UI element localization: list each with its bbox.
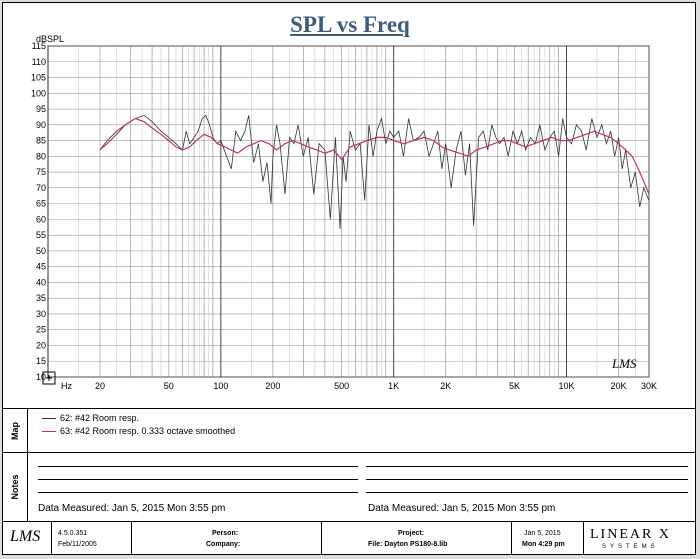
- note-line-left-1[interactable]: [38, 466, 358, 467]
- footer-version: 4.5.0.351: [58, 530, 88, 537]
- spl-plot: 115 110 105 100 95 90 85 80 75 70 65 60 55 50 45 40 35 30…: [31, 34, 657, 391]
- y-tick-label: 15: [36, 356, 46, 366]
- legend-entry-1[interactable]: 62: #42 Room resp.: [42, 413, 139, 423]
- measured-left: Data Measured: Jan 5, 2015 Mon 3:55 pm: [38, 503, 226, 514]
- y-tick-label: 85: [36, 136, 46, 146]
- y-tick-label: 80: [36, 151, 46, 161]
- footer-brand-sub: SYSTEMS: [602, 544, 659, 550]
- footer-person-label: Person:: [212, 530, 239, 537]
- x-tick-label: 200: [265, 381, 280, 391]
- x-tick-label: 10K: [559, 381, 575, 391]
- footer-file: File: Dayton PS180-8.lib: [368, 541, 448, 548]
- y-tick-label: 25: [36, 325, 46, 335]
- grid: [47, 45, 650, 378]
- x-tick-label: 20K: [611, 381, 627, 391]
- y-tick-label: 35: [36, 293, 46, 303]
- x-tick-label: 30K: [641, 381, 657, 391]
- y-tick-label: 70: [36, 183, 46, 193]
- y-tick-label: 20: [36, 340, 46, 350]
- y-tick-label: 50: [36, 246, 46, 256]
- note-line-left-3[interactable]: [38, 492, 358, 493]
- legend-label-2: 63: #42 Room resp. 0.333 octave smoothed: [60, 426, 236, 436]
- footer-company-label: Company:: [206, 541, 241, 548]
- legend-swatch-2: [42, 430, 56, 432]
- y-tick-label: 75: [36, 167, 46, 177]
- x-tick-label: 1K: [388, 381, 399, 391]
- footer-brand-cell: LINEAR X SYSTEMS: [584, 522, 696, 555]
- x-tick-label: 5K: [509, 381, 520, 391]
- x-tick-label: 2K: [440, 381, 451, 391]
- y-tick-label: 90: [36, 120, 46, 130]
- y-tick-label: 95: [36, 104, 46, 114]
- plot-logo: LMS: [611, 356, 637, 371]
- y-axis-label: dBSPL: [36, 34, 64, 44]
- legend-swatch-1: [42, 417, 56, 419]
- y-tick-labels: 115 110 105 100 95 90 85 80 75 70 65 60 55 50 45 40 35 30…: [31, 41, 46, 382]
- y-tick-label: 60: [36, 214, 46, 224]
- legend-label-1: 62: #42 Room resp.: [60, 413, 140, 423]
- note-line-left-2[interactable]: [38, 479, 358, 480]
- notes-section: Notes Data Measured: Jan 5, 2015 Mon 3:5…: [2, 452, 696, 521]
- footer-date-cell: Jan 5, 2015 Mon 4:29 pm: [512, 522, 584, 555]
- y-tick-label: 55: [36, 230, 46, 240]
- cursor-icon[interactable]: [42, 371, 56, 385]
- y-tick-label: 40: [36, 277, 46, 287]
- y-tick-label: 110: [32, 57, 46, 67]
- note-line-right-2[interactable]: [366, 479, 688, 480]
- legend-section: Map 62: #42 Room resp. 63: #42 Room resp…: [2, 408, 696, 452]
- y-tick-label: 105: [31, 73, 46, 83]
- y-tick-label: 100: [31, 88, 46, 98]
- legend-section-label: Map: [2, 409, 28, 452]
- footer: LMS 4.5.0.351 Feb/11/2005 Person: Compan…: [2, 521, 696, 555]
- x-tick-label: 500: [334, 381, 349, 391]
- footer-person-cell: Person: Company:: [132, 522, 322, 555]
- footer-date: Jan 5, 2015: [524, 530, 561, 537]
- x-tick-label: 100: [213, 381, 228, 391]
- y-tick-label: 65: [36, 199, 46, 209]
- x-tick-labels: 20 50 100 200 500 1K 2K 5K 10K 20K 30K: [95, 381, 657, 391]
- x-tick-label: 20: [95, 381, 105, 391]
- series-lines: [99, 114, 650, 229]
- x-axis-label: Hz: [61, 381, 72, 391]
- footer-brand: LINEAR X: [590, 527, 671, 542]
- footer-logo-cell: LMS: [2, 522, 52, 555]
- footer-logo: LMS: [10, 528, 41, 545]
- x-tick-label: 50: [164, 381, 174, 391]
- notes-section-label: Notes: [2, 453, 28, 521]
- note-line-right-1[interactable]: [366, 466, 688, 467]
- footer-version-cell: 4.5.0.351 Feb/11/2005: [52, 522, 132, 555]
- y-tick-label: 115: [32, 41, 46, 51]
- y-tick-label: 45: [36, 262, 46, 272]
- footer-project-cell: Project: File: Dayton PS180-8.lib: [322, 522, 512, 555]
- footer-time: Mon 4:29 pm: [522, 541, 565, 548]
- footer-project-label: Project:: [398, 530, 425, 537]
- legend-entry-2[interactable]: 63: #42 Room resp. 0.333 octave smoothed: [42, 426, 235, 436]
- y-tick-label: 10: [36, 372, 46, 382]
- series-line-2: [99, 117, 650, 195]
- note-line-right-3[interactable]: [366, 492, 688, 493]
- y-tick-label: 30: [36, 309, 46, 319]
- footer-version-date: Feb/11/2005: [58, 541, 97, 548]
- measured-right: Data Measured: Jan 5, 2015 Mon 3:55 pm: [368, 503, 556, 514]
- chart-title: SPL vs Freq: [290, 12, 410, 37]
